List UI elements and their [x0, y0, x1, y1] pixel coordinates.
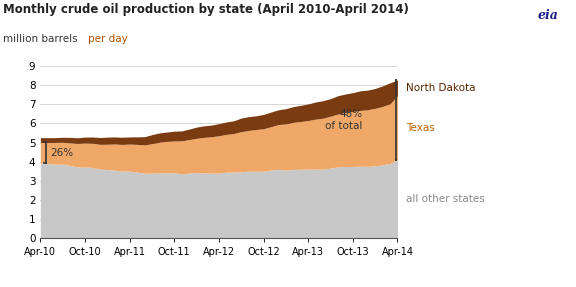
- Text: North Dakota: North Dakota: [406, 83, 476, 93]
- Text: per day: per day: [88, 34, 128, 44]
- Text: 48%
of total: 48% of total: [325, 109, 362, 131]
- Text: million barrels: million barrels: [3, 34, 81, 44]
- Text: 26%: 26%: [50, 148, 73, 158]
- Text: eia: eia: [538, 9, 559, 22]
- Text: Texas: Texas: [406, 123, 435, 133]
- Text: all other states: all other states: [406, 194, 485, 204]
- Text: Monthly crude oil production by state (April 2010-April 2014): Monthly crude oil production by state (A…: [3, 3, 409, 16]
